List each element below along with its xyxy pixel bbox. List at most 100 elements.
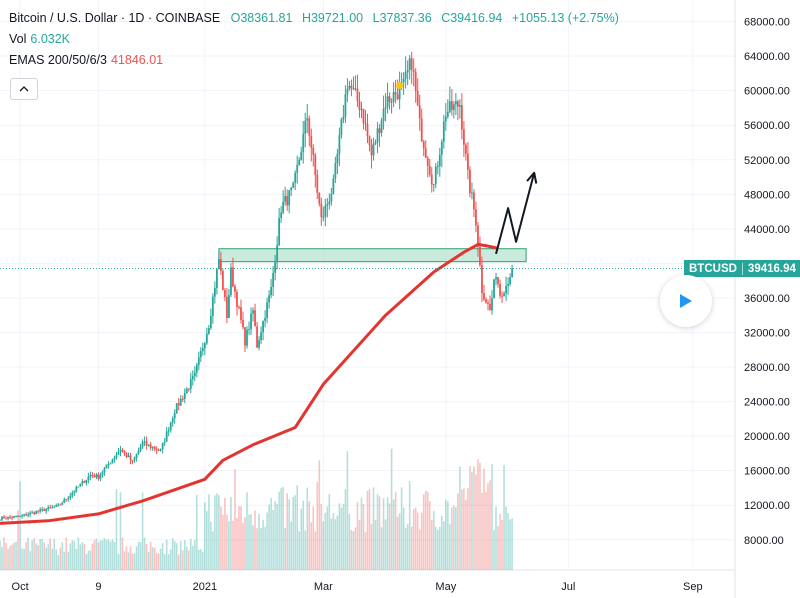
projection-arrow[interactable] <box>495 172 536 255</box>
candle-body <box>354 88 357 90</box>
volume-bar <box>67 551 70 570</box>
volume-bar <box>503 464 505 570</box>
candle-body <box>336 153 339 164</box>
candle-body <box>183 393 186 400</box>
candle-body <box>193 372 196 377</box>
candle-body <box>394 92 397 95</box>
candle-body <box>436 166 439 168</box>
candle-body <box>471 192 473 194</box>
volume-bar <box>47 544 49 570</box>
candle-body <box>125 452 128 457</box>
candle-body <box>41 509 44 511</box>
candle-body <box>163 441 166 443</box>
volume-bar <box>95 538 98 570</box>
candle-body <box>53 506 56 508</box>
candle-body <box>135 453 138 458</box>
last-price-tag: BTCUSD 39416.94 <box>684 260 800 278</box>
event-marker-dot[interactable] <box>396 82 404 89</box>
candle-body <box>29 512 32 515</box>
volume-bar <box>418 529 421 570</box>
collapse-legend-button[interactable] <box>10 78 38 100</box>
candle-body <box>47 507 50 510</box>
play-button[interactable] <box>660 275 712 327</box>
candle-body <box>175 403 178 414</box>
candle-body <box>250 313 252 330</box>
candle-body <box>157 450 160 452</box>
volume-bar <box>125 546 128 570</box>
volume-bar <box>368 488 371 570</box>
volume-bar <box>37 545 39 570</box>
candle-body <box>322 216 325 218</box>
price-axis[interactable] <box>735 0 800 598</box>
volume-bar <box>310 522 313 570</box>
volume-bar <box>457 493 459 570</box>
volume-bar <box>356 501 359 570</box>
candle-body <box>240 307 242 321</box>
volume-bar <box>123 551 126 570</box>
ema-line[interactable] <box>0 242 498 525</box>
volume-bar <box>481 492 483 570</box>
candle-body <box>111 459 114 464</box>
candle-body <box>390 101 393 103</box>
volume-bar <box>479 462 481 570</box>
candle-body <box>288 190 291 206</box>
candle-body <box>426 157 429 166</box>
volume-bar <box>234 469 236 570</box>
change-value: +1055.13 (+2.75%) <box>511 11 619 25</box>
volume-bar <box>336 515 339 570</box>
candle-body <box>368 136 371 145</box>
play-icon <box>680 294 692 308</box>
volume-bar <box>119 492 122 570</box>
volume-bar <box>115 489 118 570</box>
symbol-title[interactable]: Bitcoin / U.S. Dollar · 1D · COINBASE <box>9 11 221 25</box>
volume-bar <box>43 542 45 570</box>
y-tick-label: 56000.00 <box>744 120 790 132</box>
volume-bar <box>406 524 409 570</box>
candle-body <box>153 446 156 450</box>
candle-body <box>348 85 351 89</box>
volume-bar <box>322 521 325 570</box>
volume-bar <box>296 485 299 570</box>
volume-bar <box>364 531 367 570</box>
volume-bar <box>404 527 407 570</box>
volume-bar <box>360 497 363 570</box>
volume-bar <box>384 519 387 570</box>
volume-label[interactable]: Vol <box>9 32 27 46</box>
volume-bar <box>328 493 331 570</box>
candle-body <box>362 108 365 124</box>
candle-body <box>133 457 136 461</box>
volume-bar <box>244 517 246 570</box>
volume-bar <box>159 548 162 570</box>
candle-body <box>248 329 250 331</box>
ema-label[interactable]: EMAS 200/50/6/3 <box>9 53 107 67</box>
volume-bar <box>107 539 110 570</box>
volume-bar <box>398 513 401 570</box>
candle-body <box>310 135 313 148</box>
candle-body <box>31 512 34 514</box>
volume-bar <box>467 488 469 570</box>
volume-bar <box>274 501 276 570</box>
volume-bar <box>461 489 463 570</box>
candle-body <box>499 283 501 296</box>
volume-bar <box>11 544 13 570</box>
volume-bar <box>212 531 214 570</box>
volume-bar <box>224 498 226 570</box>
volume-bar <box>430 519 433 570</box>
candle-body <box>43 509 46 512</box>
plot-area[interactable] <box>0 0 735 570</box>
candle-body <box>65 499 68 501</box>
candle-body <box>181 398 184 400</box>
candle-body <box>199 351 202 358</box>
volume-bar <box>432 511 435 570</box>
volume-bar <box>338 503 341 570</box>
open-label: O <box>230 11 241 25</box>
candle-body <box>420 118 423 142</box>
candle-body <box>462 129 465 145</box>
volume-bar <box>358 520 361 570</box>
candle-body <box>197 357 200 366</box>
volume-bar <box>505 506 507 570</box>
candle-body <box>159 449 162 451</box>
time-axis[interactable] <box>0 570 735 598</box>
volume-bar <box>198 549 200 570</box>
